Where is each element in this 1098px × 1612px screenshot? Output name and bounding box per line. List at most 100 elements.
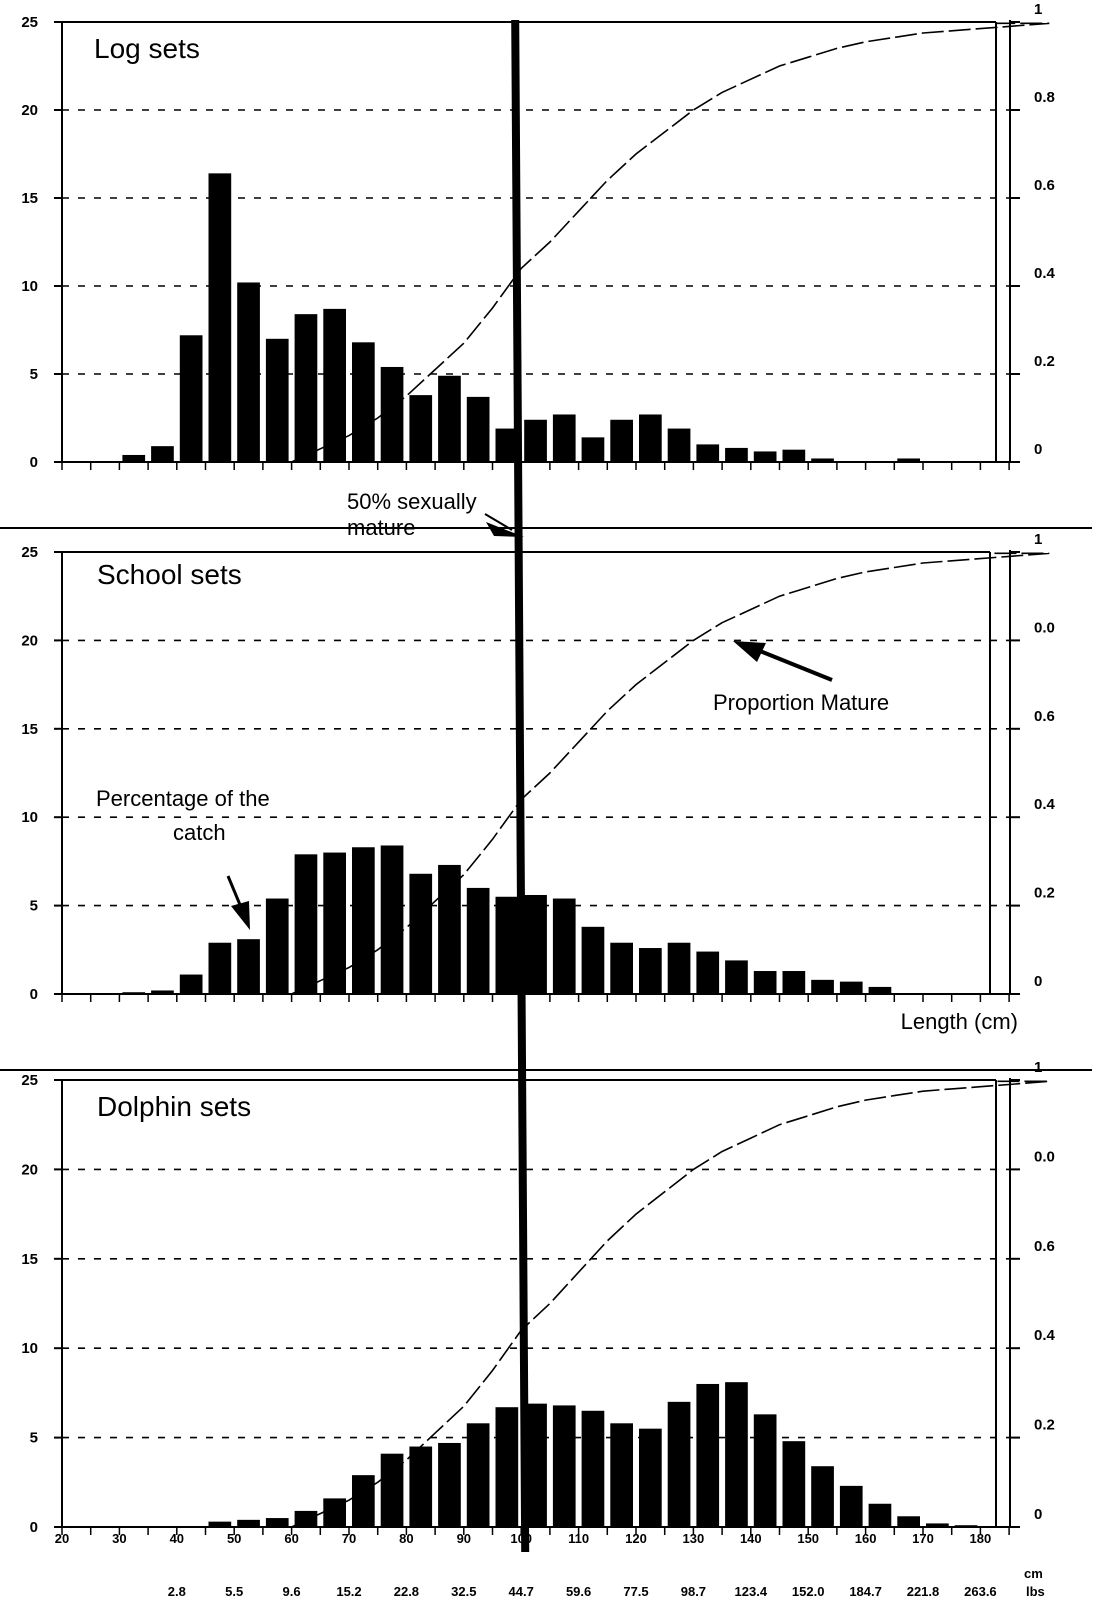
y-tick-label: 10 bbox=[21, 1340, 38, 1357]
histogram-bar bbox=[323, 852, 346, 994]
catch-label-line-1: Percentage of the bbox=[96, 786, 270, 811]
histogram-bar bbox=[438, 1442, 461, 1527]
right-y-axis: 0 0.2 0.4 0.6 0.0 1 bbox=[1009, 1059, 1056, 1528]
histogram-bar bbox=[409, 873, 433, 994]
histogram-bar bbox=[753, 971, 777, 994]
x-tick-label-lbs: 263.6 bbox=[964, 1584, 997, 1599]
panel-bars bbox=[54, 173, 1018, 463]
histogram-bar bbox=[237, 939, 260, 994]
histogram-bar bbox=[265, 338, 289, 462]
histogram-bar bbox=[323, 1498, 346, 1527]
histogram-bar bbox=[725, 447, 748, 462]
x-tick-label-cm: 70 bbox=[342, 1531, 356, 1546]
histogram-bar bbox=[208, 942, 232, 994]
x-tick-label-lbs: 2.8 bbox=[168, 1584, 186, 1599]
panel-dolphin-sets: 0 5 10 15 20 25 0 0.2 0.4 0.6 0.0 1 Dolphin sets bbox=[21, 1059, 1055, 1536]
maturity-arrow bbox=[484, 513, 524, 537]
histogram-bar bbox=[179, 974, 203, 994]
y2-tick-label: 1 bbox=[1034, 531, 1042, 548]
panel-bars bbox=[54, 845, 1018, 995]
x-tick-label-lbs: 123.4 bbox=[735, 1584, 768, 1599]
histogram-bar bbox=[380, 845, 404, 994]
y2-tick-label: 0.6 bbox=[1034, 708, 1055, 725]
proportion-mature-arrow bbox=[733, 641, 833, 682]
x-tick-label-lbs: 184.7 bbox=[849, 1584, 882, 1599]
histogram-bar bbox=[610, 942, 633, 994]
histogram-bar bbox=[581, 1410, 605, 1527]
maturity-label-line-2: mature bbox=[347, 515, 415, 540]
histogram-bar bbox=[782, 971, 806, 994]
x-axis-lbs-labels: 2.8 5.5 9.6 15.2 22.8 32.5 44.7 59.6 77.5 98.7 123… bbox=[168, 1584, 997, 1599]
histogram-bar bbox=[581, 437, 605, 462]
panel-title: Dolphin sets bbox=[97, 1091, 251, 1122]
histogram-bar bbox=[438, 864, 461, 994]
histogram-bar bbox=[265, 898, 289, 994]
histogram-bar bbox=[237, 282, 260, 462]
y2-tick-label: 0 bbox=[1034, 973, 1042, 990]
y-tick-label: 0 bbox=[30, 986, 38, 1003]
histogram-bar bbox=[179, 335, 203, 462]
proportion-mature-curve bbox=[291, 22, 1050, 463]
y-tick-label: 25 bbox=[21, 544, 38, 561]
histogram-bar bbox=[122, 454, 146, 462]
histogram-bar bbox=[725, 960, 748, 994]
x-axis-ticks bbox=[61, 462, 1010, 470]
histogram-bar bbox=[897, 458, 920, 462]
x-tick-label-cm: 40 bbox=[170, 1531, 184, 1546]
y2-tick-label: 1 bbox=[1034, 1059, 1042, 1076]
histogram-bar bbox=[552, 898, 576, 994]
panel-gridlines bbox=[62, 639, 1010, 907]
y2-tick-label: 0.4 bbox=[1034, 796, 1056, 813]
histogram-bar bbox=[151, 446, 174, 462]
y2-tick-label: 0.0 bbox=[1034, 619, 1055, 636]
histogram-bar bbox=[524, 894, 547, 994]
y-tick-label: 20 bbox=[21, 632, 38, 649]
histogram-bar bbox=[753, 1414, 777, 1527]
y-tick-label: 15 bbox=[21, 1251, 38, 1268]
histogram-bar bbox=[294, 314, 318, 462]
y-tick-label: 5 bbox=[30, 366, 38, 383]
histogram-bar bbox=[839, 1485, 863, 1527]
y2-tick-label: 1 bbox=[1034, 1, 1042, 18]
right-y-axis: 0 0.2 0.4 0.6 0.0 1 bbox=[1009, 531, 1056, 995]
histogram-bar bbox=[208, 173, 232, 463]
y2-tick-label: 0.0 bbox=[1034, 1148, 1055, 1165]
y2-tick-label: 0.2 bbox=[1034, 353, 1055, 370]
x-axis-ticks bbox=[61, 1527, 1010, 1535]
left-y-axis: 0 5 10 15 20 25 bbox=[21, 1072, 62, 1536]
y-tick-label: 25 bbox=[21, 1072, 38, 1089]
histogram-bar bbox=[753, 451, 777, 462]
histogram-bar bbox=[667, 428, 691, 462]
y-tick-label: 25 bbox=[21, 14, 38, 31]
cm-unit-label: cm bbox=[1024, 1566, 1043, 1581]
histogram-bar bbox=[380, 366, 404, 462]
y-tick-label: 10 bbox=[21, 809, 38, 826]
histogram-bar bbox=[811, 1466, 834, 1527]
panel-gridlines bbox=[62, 109, 1010, 375]
y-tick-label: 0 bbox=[30, 454, 38, 471]
x-tick-label-lbs: 9.6 bbox=[283, 1584, 301, 1599]
histogram-bar bbox=[667, 942, 691, 994]
histogram-bar bbox=[696, 1383, 720, 1527]
histogram-bar bbox=[409, 1446, 433, 1527]
x-tick-label-cm: 130 bbox=[683, 1531, 705, 1546]
x-tick-label-cm: 160 bbox=[855, 1531, 877, 1546]
y-tick-label: 20 bbox=[21, 1161, 38, 1178]
x-tick-label-cm: 140 bbox=[740, 1531, 762, 1546]
x-tick-label-cm: 30 bbox=[112, 1531, 126, 1546]
y2-tick-label: 0.8 bbox=[1034, 89, 1055, 106]
histogram-bar bbox=[323, 308, 346, 462]
y-tick-label: 0 bbox=[30, 1519, 38, 1536]
proportion-mature-curve bbox=[291, 552, 1050, 995]
x-tick-label-cm: 120 bbox=[625, 1531, 647, 1546]
x-tick-label-cm: 170 bbox=[912, 1531, 934, 1546]
x-tick-label-cm: 150 bbox=[797, 1531, 819, 1546]
x-tick-label-lbs: 77.5 bbox=[623, 1584, 648, 1599]
histogram-bar bbox=[725, 1382, 748, 1527]
proportion-mature-curve bbox=[291, 1080, 1050, 1528]
histogram-bar bbox=[265, 1518, 289, 1527]
x-tick-label-cm: 80 bbox=[399, 1531, 413, 1546]
x-tick-label-lbs: 59.6 bbox=[566, 1584, 591, 1599]
histogram-bar bbox=[352, 1475, 375, 1527]
